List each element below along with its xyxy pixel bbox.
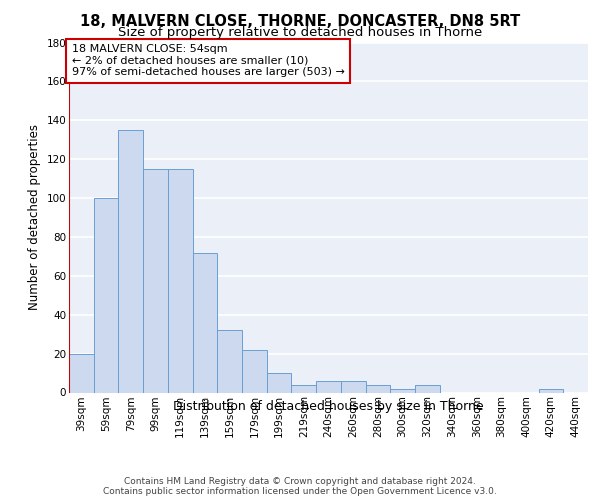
Bar [168, 169, 193, 392]
Bar [94, 198, 118, 392]
Bar [316, 381, 341, 392]
Bar [341, 381, 365, 392]
Text: Distribution of detached houses by size in Thorne: Distribution of detached houses by size … [173, 400, 484, 413]
Bar [193, 252, 217, 392]
Bar [267, 373, 292, 392]
Bar [415, 384, 440, 392]
Text: 18, MALVERN CLOSE, THORNE, DONCASTER, DN8 5RT: 18, MALVERN CLOSE, THORNE, DONCASTER, DN… [80, 14, 520, 29]
Text: Size of property relative to detached houses in Thorne: Size of property relative to detached ho… [118, 26, 482, 39]
Bar [390, 388, 415, 392]
Bar [118, 130, 143, 392]
Y-axis label: Number of detached properties: Number of detached properties [28, 124, 41, 310]
Bar [365, 384, 390, 392]
Bar [69, 354, 94, 393]
Text: Contains HM Land Registry data © Crown copyright and database right 2024.
Contai: Contains HM Land Registry data © Crown c… [103, 476, 497, 496]
Bar [242, 350, 267, 393]
Bar [539, 388, 563, 392]
Text: 18 MALVERN CLOSE: 54sqm
← 2% of detached houses are smaller (10)
97% of semi-det: 18 MALVERN CLOSE: 54sqm ← 2% of detached… [71, 44, 344, 78]
Bar [217, 330, 242, 392]
Bar [292, 384, 316, 392]
Bar [143, 169, 168, 392]
